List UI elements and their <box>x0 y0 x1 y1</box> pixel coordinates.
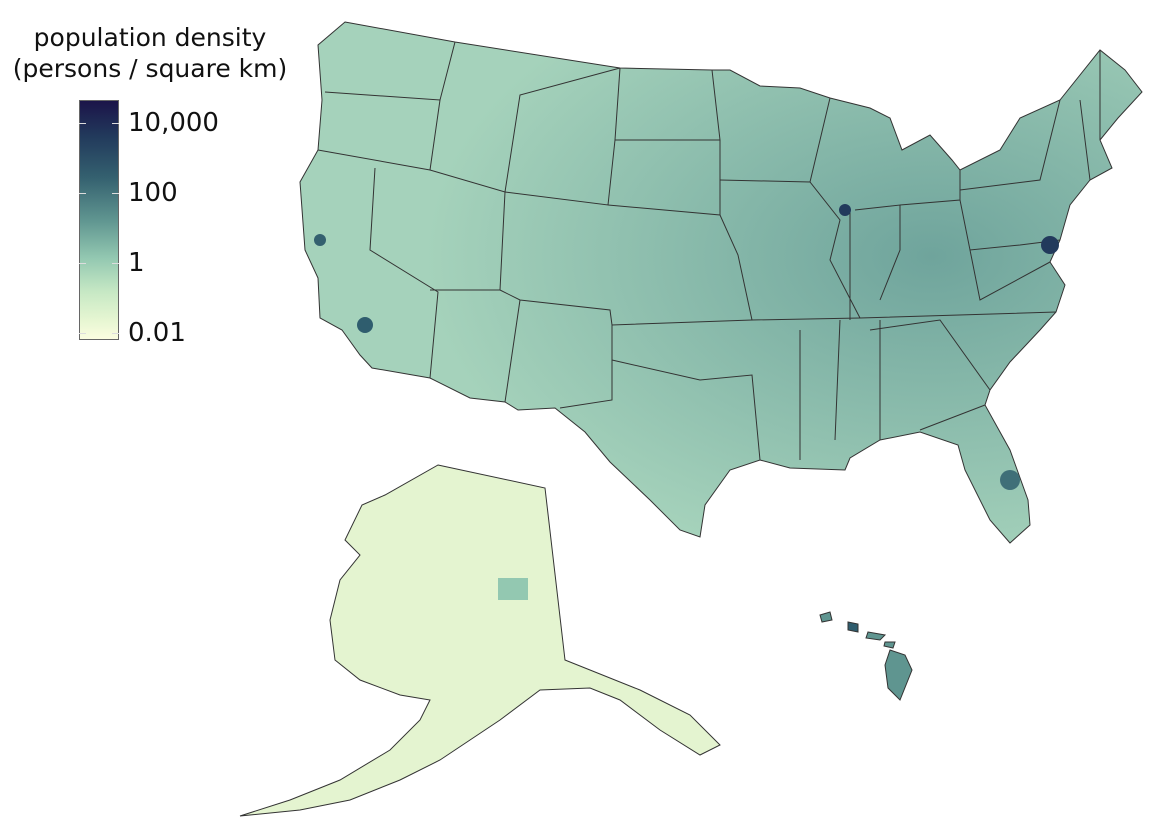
dense-area <box>839 204 851 216</box>
dense-area <box>314 234 326 246</box>
dense-area <box>357 317 373 333</box>
legend-title-line2: (persons / square km) <box>12 54 288 83</box>
legend-tick <box>79 263 119 264</box>
legend-tick <box>79 333 119 334</box>
legend-title-line1: population density <box>33 23 267 52</box>
dense-area <box>498 578 528 600</box>
legend-title: population density (persons / square km) <box>0 22 300 84</box>
dense-area <box>1041 236 1059 254</box>
legend-tick <box>79 193 119 194</box>
legend-tick-label: 10,000 <box>128 108 219 138</box>
legend-tick <box>79 123 119 124</box>
state-borders <box>317 41 1101 461</box>
legend-tick-label: 0.01 <box>128 318 186 348</box>
hawaii <box>819 611 913 701</box>
legend-color-bar <box>79 100 119 340</box>
legend-tick-label: 100 <box>128 178 178 208</box>
legend-tick-label: 1 <box>128 248 145 278</box>
contiguous-us <box>299 21 1143 544</box>
alaska <box>239 464 721 817</box>
dense-area <box>1000 470 1020 490</box>
